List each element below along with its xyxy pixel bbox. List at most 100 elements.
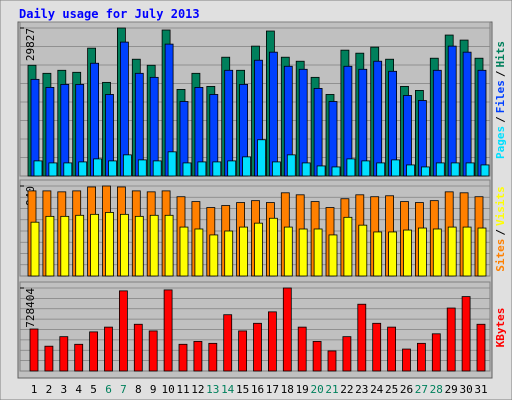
x-tick-label: 27 (415, 383, 428, 396)
x-tick-label: 3 (60, 383, 67, 396)
bar (376, 162, 386, 177)
bar (224, 230, 234, 277)
bar (74, 343, 84, 372)
bar (406, 164, 415, 177)
bar (432, 69, 442, 177)
bar (254, 222, 263, 277)
bar (59, 336, 69, 372)
x-tick-label: 10 (161, 383, 174, 396)
bar (30, 221, 40, 277)
bar (63, 162, 73, 177)
bar (403, 229, 412, 277)
x-tick-label: 20 (310, 383, 323, 396)
x-tick-label: 22 (340, 383, 353, 396)
bar (164, 214, 174, 277)
bar (372, 322, 382, 372)
bar (431, 333, 441, 372)
legend-entry: KBytes (494, 308, 507, 348)
bar (242, 156, 252, 177)
x-tick-label: 23 (355, 383, 368, 396)
bar (167, 151, 177, 177)
bar (48, 162, 58, 177)
bar (133, 323, 143, 372)
bar (60, 215, 70, 277)
bar (346, 158, 356, 177)
bar (179, 226, 189, 277)
bar (447, 226, 457, 277)
bar (301, 162, 311, 177)
bar (313, 88, 323, 177)
bar (361, 160, 371, 177)
bar (391, 159, 401, 177)
bar (282, 287, 292, 372)
bar (194, 228, 204, 277)
bar (313, 228, 323, 277)
bar (267, 311, 277, 372)
bar (358, 224, 368, 277)
bar (283, 226, 293, 277)
legend: Sites / Visits (494, 186, 507, 272)
bar (238, 330, 248, 372)
bar (480, 164, 490, 177)
bar (343, 216, 353, 277)
legend-entry: Visits (494, 186, 507, 226)
bar (209, 234, 219, 277)
bar (45, 215, 55, 277)
x-tick-label: 2 (46, 383, 53, 396)
bar (476, 323, 486, 372)
bar (297, 326, 307, 372)
bar (224, 69, 234, 177)
bar (328, 101, 338, 177)
bar (119, 290, 128, 372)
bar (461, 296, 471, 372)
legend-entry: Pages (494, 126, 507, 159)
bar (75, 214, 85, 277)
bar (78, 161, 88, 177)
legend-separator: / (494, 229, 507, 236)
bar (298, 68, 308, 177)
bar (462, 51, 472, 177)
x-tick-label: 14 (221, 383, 235, 396)
x-tick-label: 8 (135, 383, 142, 396)
bar (253, 322, 262, 372)
x-tick-label: 31 (474, 383, 487, 396)
bar (298, 228, 308, 277)
legend-separator: / (494, 116, 507, 123)
x-tick-label: 6 (105, 383, 112, 396)
x-tick-label: 17 (266, 383, 279, 396)
bar (417, 227, 427, 277)
bar (60, 83, 70, 177)
bar (212, 161, 222, 177)
bar (447, 45, 457, 177)
bar (328, 234, 338, 277)
bar (29, 328, 39, 372)
bar (123, 154, 132, 177)
x-tick-label: 12 (191, 383, 204, 396)
y-tick-label: 728404 (24, 288, 37, 328)
x-tick-label: 21 (325, 383, 338, 396)
bar (462, 226, 472, 277)
bar (33, 160, 43, 177)
bar (416, 342, 426, 372)
x-tick-label: 15 (236, 383, 249, 396)
legend: Pages / Files / Hits (494, 41, 507, 159)
bar (342, 336, 352, 372)
bar (420, 166, 430, 177)
x-tick-label: 30 (459, 383, 472, 396)
bar (120, 213, 129, 277)
bar (312, 341, 322, 372)
bar (90, 213, 99, 277)
y-tick-label: 29827 (24, 28, 37, 61)
chart-title: Daily usage for July 2013 (19, 7, 200, 21)
x-tick-label: 25 (385, 383, 398, 396)
bar (152, 160, 162, 177)
bar (417, 100, 427, 177)
bar (387, 326, 397, 372)
bar (104, 326, 113, 372)
bar (357, 303, 367, 372)
bar (271, 161, 281, 177)
x-tick-label: 19 (296, 383, 309, 396)
x-tick-label: 13 (206, 383, 219, 396)
x-tick-label: 7 (120, 383, 127, 396)
